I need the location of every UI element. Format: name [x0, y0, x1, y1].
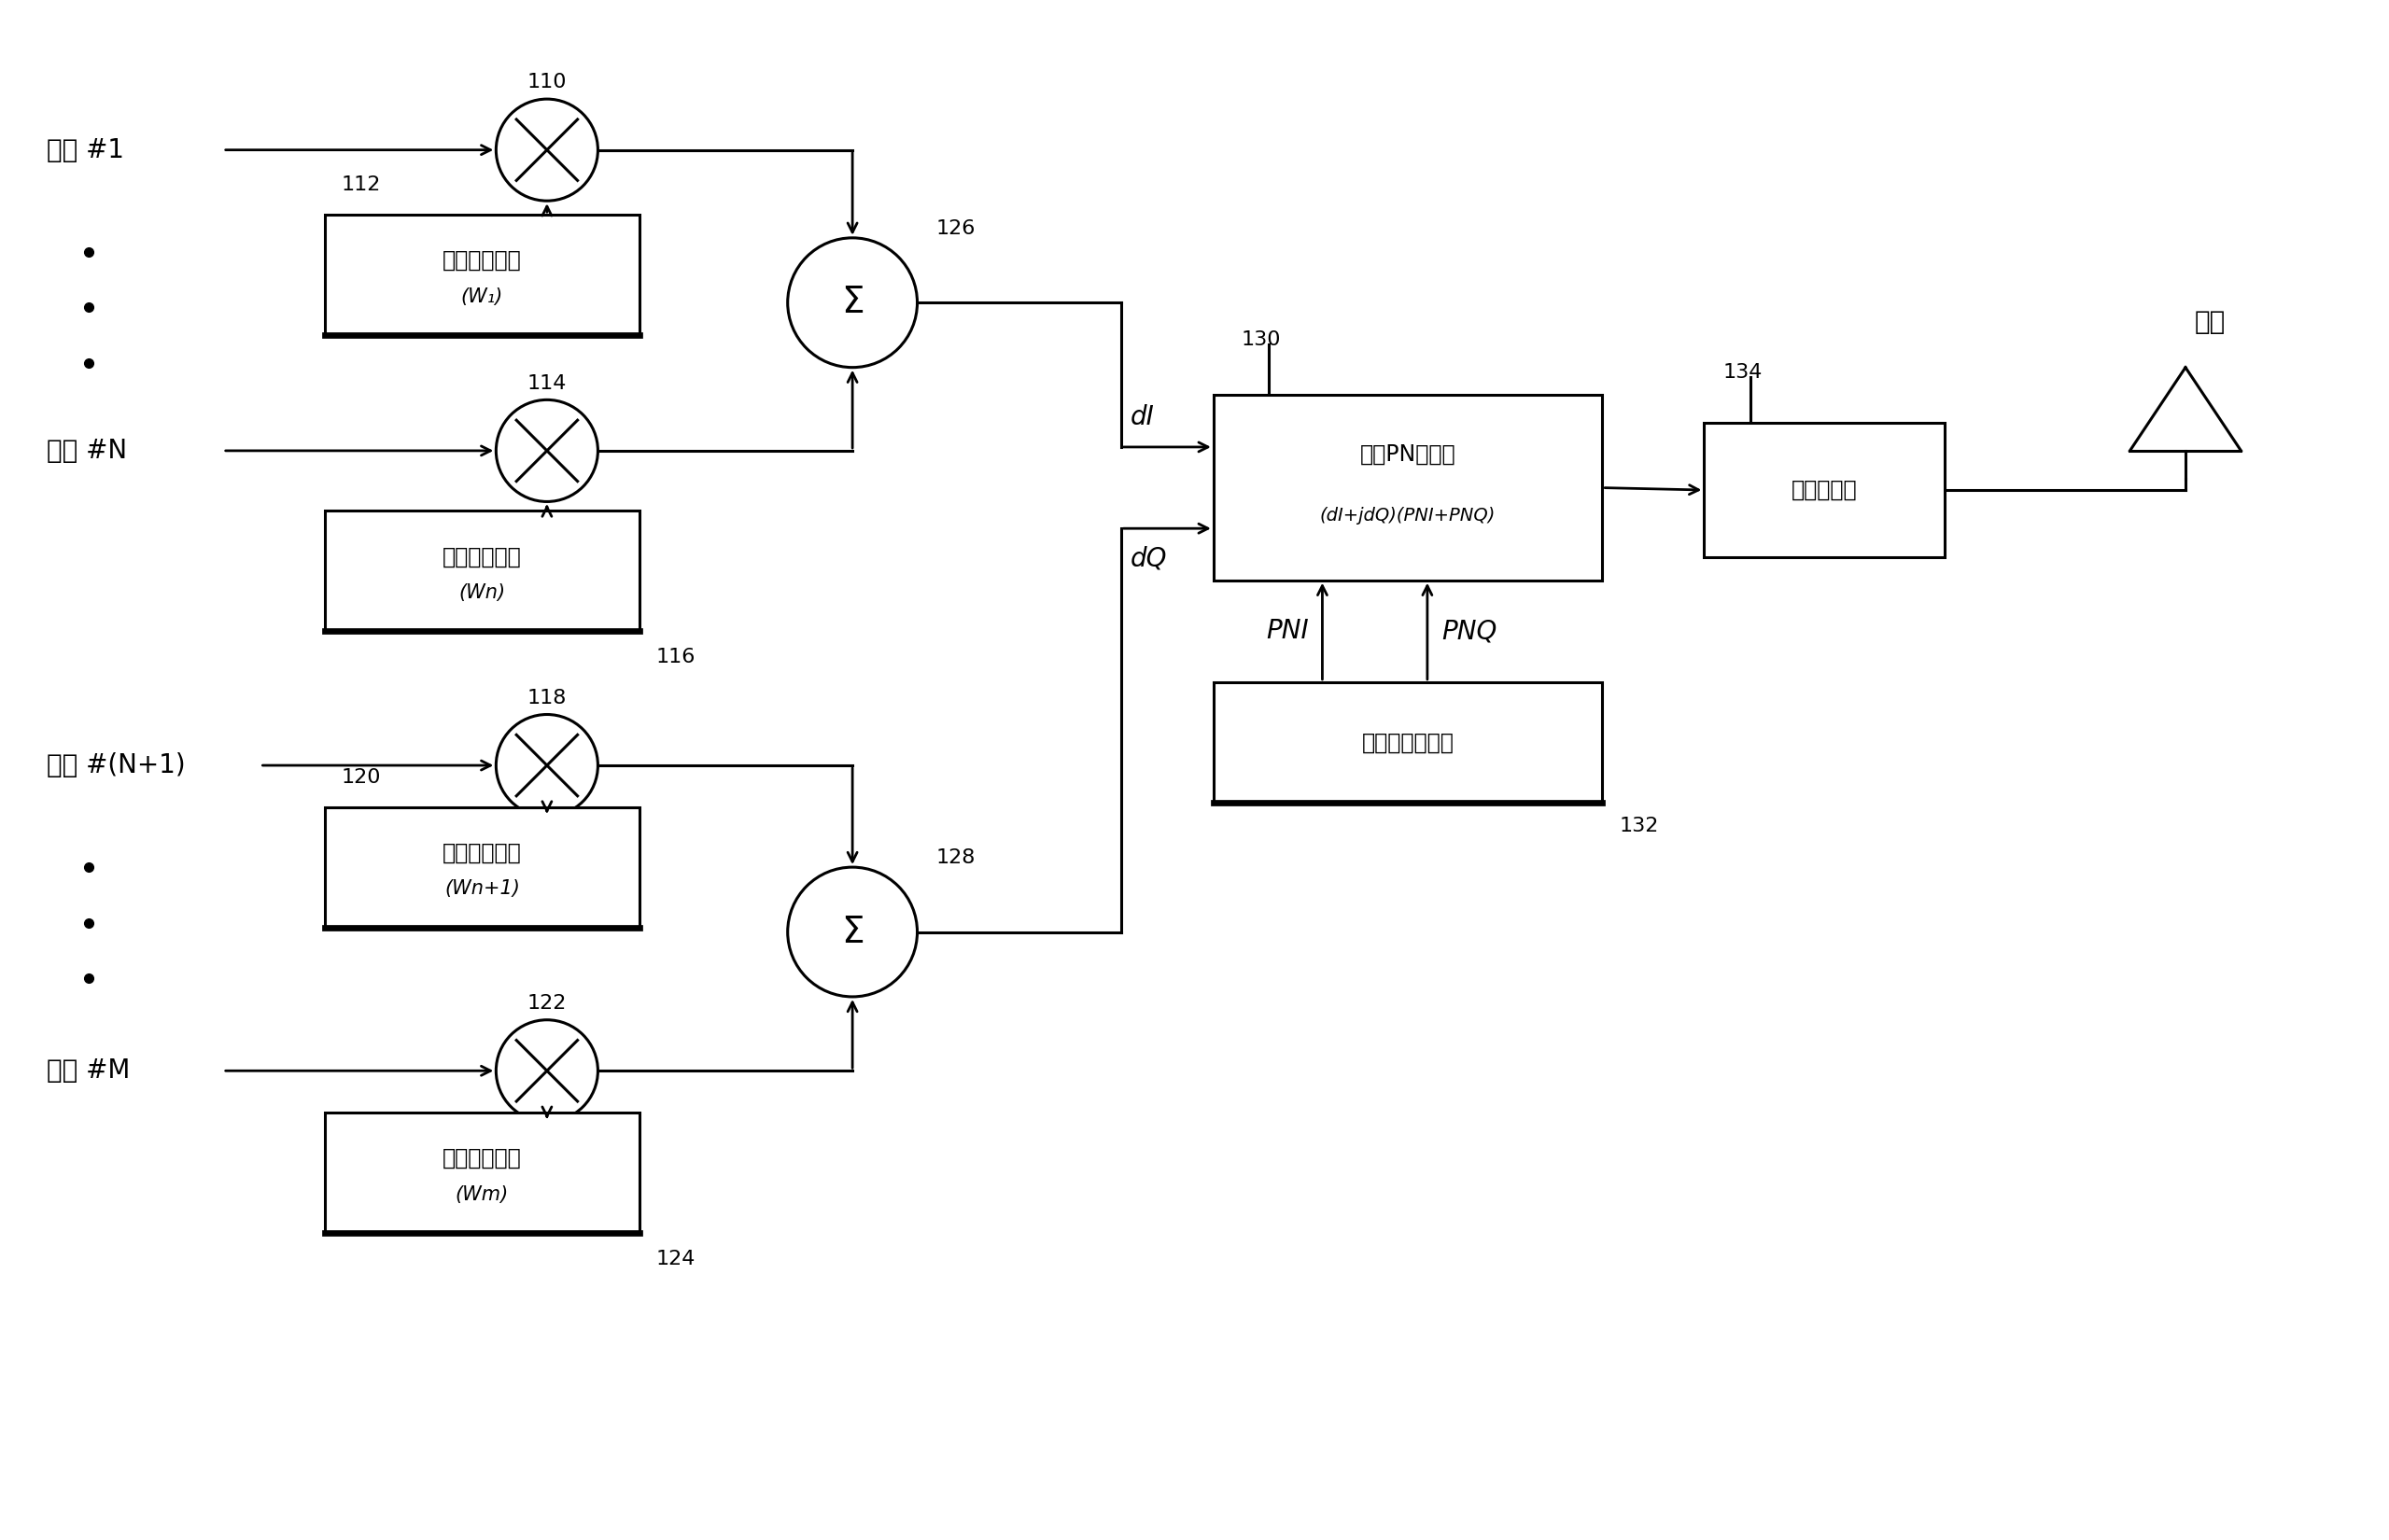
Text: Σ: Σ [841, 915, 865, 950]
Text: 正交码产生器: 正交码产生器 [442, 545, 521, 568]
Circle shape [788, 237, 917, 368]
Text: PNI: PNI [1266, 618, 1309, 644]
Text: 126: 126 [936, 219, 975, 237]
Text: PNQ: PNQ [1441, 618, 1496, 644]
Text: 信道 #1: 信道 #1 [48, 137, 124, 163]
Text: dI: dI [1130, 403, 1154, 430]
Text: 118: 118 [528, 688, 566, 707]
Text: 正交码产生器: 正交码产生器 [442, 1147, 521, 1169]
Text: (W₁): (W₁) [461, 286, 504, 306]
Text: dQ: dQ [1130, 545, 1168, 571]
Text: 132: 132 [1620, 816, 1658, 835]
Text: 信道 #(N+1): 信道 #(N+1) [48, 753, 186, 778]
Text: 114: 114 [528, 374, 566, 393]
Text: (Wn+1): (Wn+1) [444, 879, 521, 898]
Circle shape [788, 867, 917, 996]
Bar [325, 511, 640, 631]
Text: 128: 128 [936, 849, 975, 867]
Text: 发送滤波器: 发送滤波器 [1792, 479, 1856, 500]
Text: (dI+jdQ)(PNI+PNQ): (dI+jdQ)(PNI+PNQ) [1321, 507, 1496, 524]
Bar [325, 807, 640, 927]
Bar [1214, 396, 1603, 581]
Text: Σ: Σ [841, 285, 865, 320]
Text: 124: 124 [657, 1249, 695, 1267]
Text: (Wn): (Wn) [459, 584, 506, 602]
Text: 110: 110 [528, 72, 566, 92]
Text: 正交码产生器: 正交码产生器 [442, 249, 521, 271]
Text: 112: 112 [342, 176, 380, 194]
Text: 130: 130 [1242, 330, 1281, 350]
Circle shape [497, 400, 597, 502]
Circle shape [497, 1019, 597, 1121]
Text: 正交码产生器: 正交码产生器 [442, 841, 521, 864]
Circle shape [497, 99, 597, 200]
Text: 复合PN扩频器: 复合PN扩频器 [1359, 444, 1455, 465]
Text: 116: 116 [657, 648, 695, 667]
Bar [325, 214, 640, 336]
Text: 120: 120 [342, 768, 382, 787]
Bar [1214, 682, 1603, 802]
Text: (Wm): (Wm) [456, 1184, 509, 1204]
Circle shape [497, 715, 597, 816]
Text: 扩频序列产生器: 扩频序列产生器 [1362, 732, 1455, 753]
Bar [325, 1112, 640, 1232]
Text: 134: 134 [1722, 363, 1763, 382]
Text: 信道 #M: 信道 #M [48, 1058, 131, 1084]
Text: 信道 #N: 信道 #N [48, 437, 127, 464]
Text: 122: 122 [528, 993, 566, 1013]
Bar [1703, 424, 1945, 557]
Text: 天线: 天线 [2195, 310, 2227, 336]
